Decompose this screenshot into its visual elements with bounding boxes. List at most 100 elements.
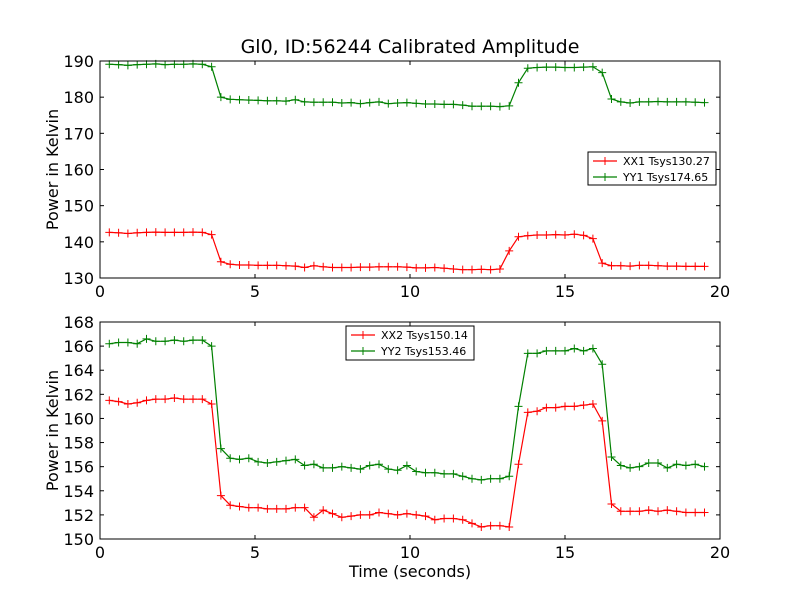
data-point-marker [291, 262, 300, 271]
data-point-marker [635, 261, 644, 270]
data-point-marker [114, 338, 123, 347]
x-tick-label: 15 [555, 543, 575, 562]
data-point-marker [365, 510, 374, 519]
data-point-marker [542, 403, 551, 412]
data-point-marker [542, 346, 551, 355]
data-point-marker [430, 515, 439, 524]
data-point-marker [263, 261, 272, 270]
data-point-marker [663, 506, 672, 515]
data-point-marker [672, 507, 681, 516]
data-point-marker [300, 461, 309, 470]
data-point-marker [235, 455, 244, 464]
data-point-marker [133, 228, 142, 237]
data-point-marker [347, 512, 356, 521]
data-point-marker [226, 260, 235, 269]
data-point-marker [347, 463, 356, 472]
x-tick-label: 10 [400, 282, 420, 301]
data-point-marker [598, 68, 607, 77]
data-point-marker [449, 264, 458, 273]
data-point-marker [282, 261, 290, 270]
data-point-marker [328, 509, 337, 518]
data-point-marker [533, 63, 542, 72]
data-point-marker [235, 502, 244, 511]
data-point-marker [300, 97, 309, 106]
data-point-marker [142, 228, 151, 237]
legend: XX1 Tsys130.27 YY1 Tsys174.65 [587, 151, 717, 186]
data-point-marker [282, 456, 290, 465]
data-point-marker [170, 228, 179, 237]
data-point-marker [375, 97, 383, 106]
data-point-marker [700, 98, 709, 107]
y-tick-label: 168 [63, 313, 94, 332]
data-point-marker [105, 60, 114, 69]
data-point-marker [644, 506, 653, 515]
data-point-marker [523, 231, 532, 240]
data-point-marker [663, 463, 672, 472]
data-point-marker [458, 515, 467, 524]
y-tick-label: 130 [63, 269, 94, 288]
data-point-marker [523, 349, 532, 358]
data-point-marker [449, 100, 458, 109]
data-point-marker [189, 228, 197, 237]
data-point-marker [291, 503, 300, 512]
data-point-marker [430, 263, 439, 272]
data-point-marker [505, 101, 514, 110]
data-point-marker [402, 461, 411, 470]
data-point-marker [598, 416, 607, 425]
data-point-marker [356, 465, 365, 474]
x-tick-label: 10 [400, 543, 420, 562]
data-point-marker [365, 263, 374, 272]
legend-entry-label: YY1 Tsys174.65 [622, 171, 708, 184]
data-point-marker [626, 507, 635, 516]
data-point-marker [114, 228, 123, 237]
data-point-marker [523, 408, 532, 417]
legend-box [587, 151, 717, 186]
data-point-marker [468, 474, 476, 483]
data-point-marker [533, 230, 542, 239]
data-point-marker [263, 96, 272, 105]
data-point-marker [272, 457, 281, 466]
legend-marker [359, 347, 367, 355]
data-point-marker [356, 99, 365, 108]
data-point-marker [505, 246, 514, 255]
data-point-marker [272, 504, 281, 513]
data-point-marker [551, 230, 560, 239]
data-point-marker [700, 508, 709, 517]
data-point-marker [198, 336, 207, 345]
data-point-marker [151, 337, 160, 346]
data-point-marker [561, 346, 569, 355]
data-point-marker [402, 263, 411, 272]
y-tick-label: 160 [63, 161, 94, 180]
data-point-marker [393, 510, 402, 519]
data-point-marker [393, 262, 402, 271]
data-point-marker [142, 396, 151, 405]
data-point-marker [412, 467, 421, 476]
data-point-marker [626, 98, 635, 107]
data-point-marker [226, 95, 235, 104]
data-point-marker [458, 265, 467, 274]
data-point-marker [514, 232, 523, 241]
data-point-marker [226, 454, 235, 463]
data-point-marker [356, 510, 365, 519]
series-1-0 [105, 393, 709, 531]
data-point-marker [542, 230, 551, 239]
data-point-marker [189, 395, 197, 404]
y-tick-label: 166 [63, 337, 94, 356]
x-tick-label: 5 [250, 282, 260, 301]
data-point-marker [598, 259, 607, 268]
data-point-marker [142, 60, 151, 69]
y-tick-label: 152 [63, 506, 94, 525]
data-point-marker [542, 63, 551, 72]
legend-box [345, 325, 475, 361]
data-point-marker [505, 472, 514, 481]
data-point-marker [337, 513, 346, 522]
data-point-marker [644, 261, 653, 270]
data-point-marker [133, 339, 142, 348]
data-point-marker [691, 508, 700, 517]
data-point-marker [179, 228, 188, 237]
data-point-marker [105, 396, 114, 405]
y-tick-label: 190 [63, 52, 94, 71]
data-point-marker [486, 265, 495, 274]
